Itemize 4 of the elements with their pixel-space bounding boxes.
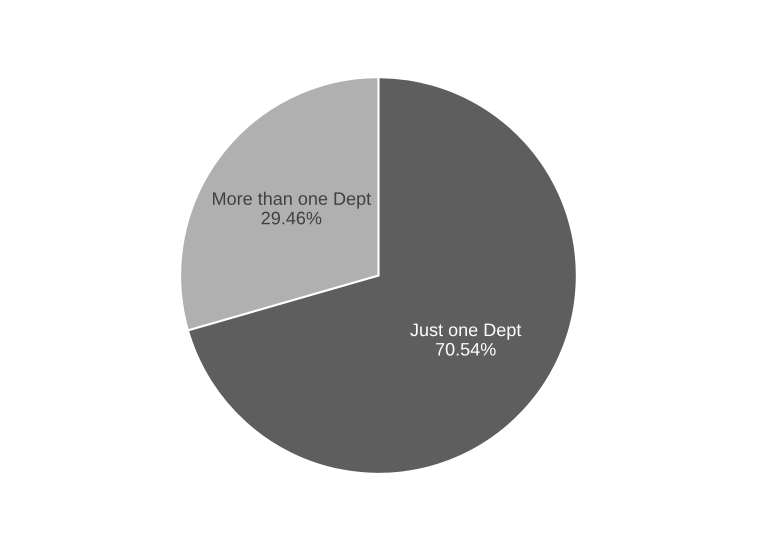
data-label: 29.46% xyxy=(262,212,322,224)
data-label: 70.54% xyxy=(436,342,496,356)
slice-label: More than one Dept xyxy=(213,192,372,209)
slice-label: Just one Dept xyxy=(410,324,522,340)
